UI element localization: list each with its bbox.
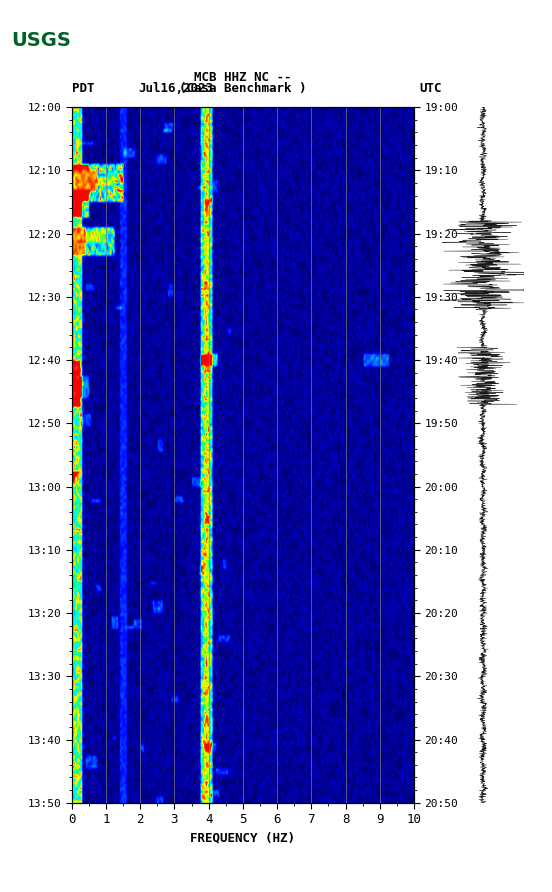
- Text: (Casa Benchmark ): (Casa Benchmark ): [179, 82, 306, 95]
- X-axis label: FREQUENCY (HZ): FREQUENCY (HZ): [190, 831, 295, 845]
- Text: Jul16,2023: Jul16,2023: [138, 82, 213, 95]
- Text: PDT: PDT: [72, 82, 94, 95]
- Text: UTC: UTC: [420, 82, 442, 95]
- Text: MCB HHZ NC --: MCB HHZ NC --: [194, 70, 291, 84]
- Text: USGS: USGS: [11, 31, 71, 50]
